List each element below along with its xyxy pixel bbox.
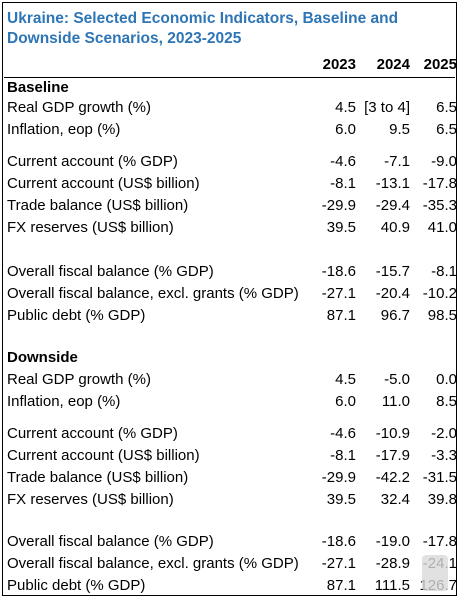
table-row: Trade balance (US$ billion) -29.9 -42.2 … bbox=[3, 467, 458, 489]
row-label: Inflation, eop (%) bbox=[7, 393, 121, 410]
watermark-badge bbox=[422, 555, 448, 591]
row-label: Current account (% GDP) bbox=[7, 153, 178, 170]
value-2025: -2.0 bbox=[431, 425, 457, 442]
row-label: Public debt (% GDP) bbox=[7, 307, 146, 324]
value-2024: -10.9 bbox=[375, 425, 410, 442]
value-2023: 39.5 bbox=[326, 219, 356, 236]
value-2023: -4.6 bbox=[330, 153, 356, 170]
value-2024: 111.5 bbox=[374, 577, 410, 594]
year-header-2023: 2023 bbox=[322, 56, 356, 73]
value-2025: 98.5 bbox=[427, 307, 457, 324]
value-2024: 40.9 bbox=[380, 219, 410, 236]
table-row: Current account (US$ billion) -8.1 -17.9… bbox=[3, 445, 458, 467]
value-2025: -8.1 bbox=[431, 263, 457, 280]
value-2024: -28.9 bbox=[375, 555, 410, 572]
value-2023: 87.1 bbox=[326, 307, 356, 324]
value-2024: -15.7 bbox=[375, 263, 410, 280]
value-2025: -17.8 bbox=[422, 533, 457, 550]
value-2023: -4.6 bbox=[330, 425, 356, 442]
value-2024: -13.1 bbox=[375, 175, 410, 192]
value-2024: -19.0 bbox=[375, 533, 410, 550]
value-2023: -8.1 bbox=[330, 175, 356, 192]
value-2025: 39.8 bbox=[427, 491, 457, 508]
row-label: Overall fiscal balance (% GDP) bbox=[7, 263, 214, 280]
table-row: Current account (% GDP) -4.6 -7.1 -9.0 bbox=[3, 151, 458, 173]
row-label: Trade balance (US$ billion) bbox=[7, 469, 189, 486]
value-2024: 96.7 bbox=[380, 307, 410, 324]
value-2023: -29.9 bbox=[321, 197, 356, 214]
row-label: FX reserves (US$ billion) bbox=[7, 219, 174, 236]
table-row: Trade balance (US$ billion) -29.9 -29.4 … bbox=[3, 195, 458, 217]
value-2023: 4.5 bbox=[335, 99, 356, 116]
table-row: Public debt (% GDP) 87.1 111.5 126.7 bbox=[3, 575, 458, 597]
table-row: Inflation, eop (%) 6.0 11.0 8.5 bbox=[3, 391, 458, 413]
value-2023: 39.5 bbox=[326, 491, 356, 508]
value-2025: 0.0 bbox=[436, 371, 457, 388]
indicator-table: Ukraine: Selected Economic Indicators, B… bbox=[2, 2, 457, 596]
value-2023: 6.0 bbox=[335, 393, 356, 410]
value-2023: -18.6 bbox=[321, 533, 356, 550]
value-2024: -29.4 bbox=[375, 197, 410, 214]
row-label: Inflation, eop (%) bbox=[7, 121, 121, 138]
table-row: FX reserves (US$ billion) 39.5 32.4 39.8 bbox=[3, 489, 458, 511]
value-2023: -29.9 bbox=[321, 469, 356, 486]
row-label: Real GDP growth (%) bbox=[7, 371, 151, 388]
table-row: Real GDP growth (%) 4.5 -5.0 0.0 bbox=[3, 369, 458, 391]
value-2023: 87.1 bbox=[326, 577, 356, 594]
year-header-2025: 2025 bbox=[423, 56, 457, 73]
section-baseline: Baseline bbox=[7, 79, 69, 96]
value-2023: -8.1 bbox=[330, 447, 356, 464]
value-2025: 6.5 bbox=[436, 121, 457, 138]
section-downside: Downside bbox=[7, 349, 78, 366]
table-row: Current account (US$ billion) -8.1 -13.1… bbox=[3, 173, 458, 195]
value-2024: -20.4 bbox=[375, 285, 410, 302]
value-2025: -10.2 bbox=[422, 285, 457, 302]
year-header-2024: 2024 bbox=[376, 56, 410, 73]
row-label: Overall fiscal balance (% GDP) bbox=[7, 533, 214, 550]
value-2024: -42.2 bbox=[375, 469, 410, 486]
value-2025: -17.8 bbox=[422, 175, 457, 192]
row-label: Current account (US$ billion) bbox=[7, 447, 200, 464]
table-row: Inflation, eop (%) 6.0 9.5 6.5 bbox=[3, 119, 458, 141]
value-2024: 11.0 bbox=[381, 393, 410, 410]
value-2023: -18.6 bbox=[321, 263, 356, 280]
table-row: Current account (% GDP) -4.6 -10.9 -2.0 bbox=[3, 423, 458, 445]
header-divider bbox=[4, 77, 455, 78]
table-row: FX reserves (US$ billion) 39.5 40.9 41.0 bbox=[3, 217, 458, 239]
value-2023: 4.5 bbox=[335, 371, 356, 388]
row-label: Real GDP growth (%) bbox=[7, 99, 151, 116]
row-label: Overall fiscal balance, excl. grants (% … bbox=[7, 285, 299, 302]
row-label: Current account (% GDP) bbox=[7, 425, 178, 442]
table-row: Public debt (% GDP) 87.1 96.7 98.5 bbox=[3, 305, 458, 327]
table-title: Ukraine: Selected Economic Indicators, B… bbox=[7, 10, 399, 47]
row-label: Trade balance (US$ billion) bbox=[7, 197, 189, 214]
row-label: FX reserves (US$ billion) bbox=[7, 491, 174, 508]
value-2024: 32.4 bbox=[380, 491, 410, 508]
row-label: Current account (US$ billion) bbox=[7, 175, 200, 192]
row-label: Overall fiscal balance, excl. grants (% … bbox=[7, 555, 299, 572]
value-2025: -3.3 bbox=[431, 447, 457, 464]
table-row: Overall fiscal balance (% GDP) -18.6 -19… bbox=[3, 531, 458, 553]
value-2023: -27.1 bbox=[321, 555, 356, 572]
value-2025: -9.0 bbox=[431, 153, 457, 170]
value-2024: -17.9 bbox=[375, 447, 410, 464]
value-2025: 6.5 bbox=[436, 99, 457, 116]
table-row: Overall fiscal balance, excl. grants (% … bbox=[3, 553, 458, 575]
value-2025: 8.5 bbox=[436, 393, 457, 410]
value-2025: 41.0 bbox=[427, 219, 457, 236]
value-2024: [3 to 4] bbox=[364, 99, 410, 116]
table-row: Overall fiscal balance, excl. grants (% … bbox=[3, 283, 458, 305]
value-2023: 6.0 bbox=[335, 121, 356, 138]
value-2025: -35.3 bbox=[422, 197, 457, 214]
table-row: Real GDP growth (%) 4.5 [3 to 4] 6.5 bbox=[3, 97, 458, 119]
value-2024: 9.5 bbox=[389, 121, 410, 138]
value-2024: -7.1 bbox=[384, 153, 410, 170]
row-label: Public debt (% GDP) bbox=[7, 577, 146, 594]
table-row: Overall fiscal balance (% GDP) -18.6 -15… bbox=[3, 261, 458, 283]
value-2023: -27.1 bbox=[321, 285, 356, 302]
value-2025: -31.5 bbox=[422, 469, 457, 486]
value-2024: -5.0 bbox=[384, 371, 410, 388]
